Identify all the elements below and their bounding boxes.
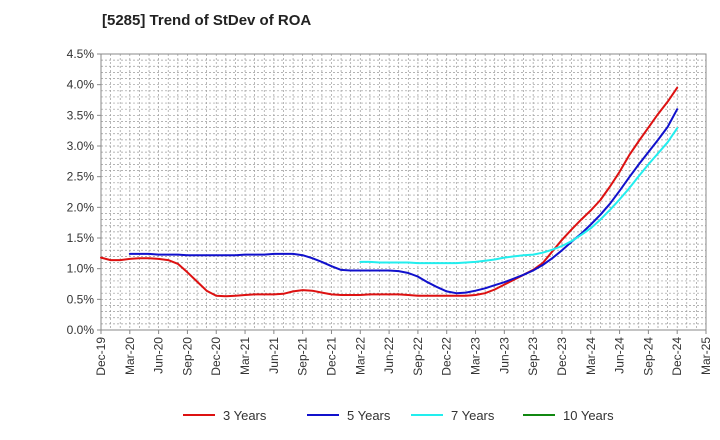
y-axis-ticks: 0.0% 0.5% 1.0% 1.5% 2.0% 2.5% 3.0% 3.5% 4.0% 4.5% xyxy=(67,47,101,337)
x-tick-label: Sep-22 xyxy=(411,337,425,376)
x-tick-label: Jun-21 xyxy=(267,337,281,374)
y-tick-label: 3.5% xyxy=(67,108,95,122)
series-lines xyxy=(100,86,679,298)
x-tick-label: Mar-20 xyxy=(123,337,137,375)
x-tick-label: Jun-24 xyxy=(613,337,627,374)
legend-label-10-years: 10 Years xyxy=(563,408,614,423)
x-tick-label: Dec-23 xyxy=(555,337,569,376)
grid-lines xyxy=(101,54,706,330)
x-tick-label: Dec-20 xyxy=(209,337,223,376)
series-line-3-years xyxy=(100,86,679,298)
x-axis-ticks: Dec-19 Mar-20 Jun-20 Sep-20 Dec-20 Mar-21 Jun-… xyxy=(94,330,713,376)
y-tick-label: 2.0% xyxy=(67,200,95,214)
y-tick-label: 3.0% xyxy=(67,139,95,153)
x-tick-label: Sep-24 xyxy=(641,337,655,376)
x-tick-label: Dec-24 xyxy=(670,337,684,376)
x-tick-label: Sep-23 xyxy=(526,337,540,376)
y-tick-label: 0.5% xyxy=(67,292,95,306)
x-tick-label: Mar-25 xyxy=(699,337,713,375)
x-tick-label: Dec-22 xyxy=(440,337,454,376)
x-tick-label: Sep-21 xyxy=(296,337,310,376)
x-tick-label: Dec-19 xyxy=(94,337,108,376)
x-tick-label: Mar-22 xyxy=(353,337,367,375)
x-tick-label: Jun-23 xyxy=(497,337,511,374)
legend-label-3-years: 3 Years xyxy=(223,408,267,423)
y-tick-label: 0.0% xyxy=(67,323,95,337)
y-tick-label: 1.0% xyxy=(67,262,95,276)
y-tick-label: 2.5% xyxy=(67,170,95,184)
y-tick-label: 4.0% xyxy=(67,78,95,92)
x-tick-label: Sep-20 xyxy=(180,337,194,376)
chart-title: [5285] Trend of StDev of ROA xyxy=(102,12,312,29)
plot-frame xyxy=(100,53,707,331)
x-tick-label: Jun-22 xyxy=(382,337,396,374)
legend-label-5-years: 5 Years xyxy=(347,408,391,423)
y-tick-label: 1.5% xyxy=(67,231,95,245)
x-tick-label: Dec-21 xyxy=(324,337,338,376)
series-line-7-years xyxy=(359,127,679,265)
y-tick-label: 4.5% xyxy=(67,47,95,61)
x-tick-label: Mar-23 xyxy=(469,337,483,375)
legend: 3 Years 5 Years 7 Years 10 Years xyxy=(183,408,614,423)
x-tick-label: Mar-21 xyxy=(238,337,252,375)
x-tick-label: Jun-20 xyxy=(152,337,166,374)
series-line-5-years xyxy=(128,108,679,295)
x-tick-label: Mar-24 xyxy=(584,337,598,375)
legend-label-7-years: 7 Years xyxy=(451,408,495,423)
